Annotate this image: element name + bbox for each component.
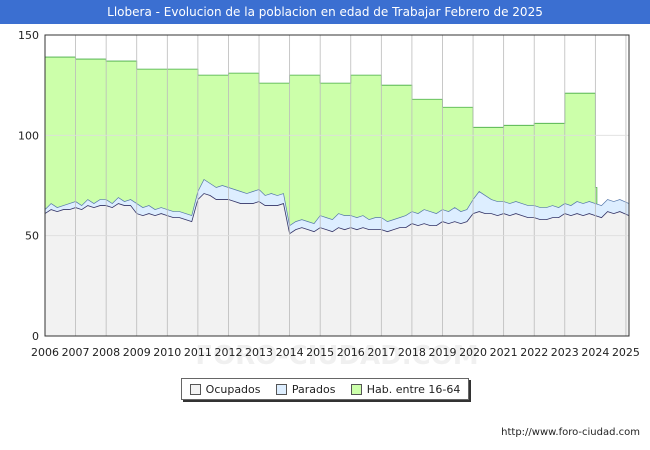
legend-label-ocupados: Ocupados	[205, 382, 261, 396]
x-tick-label-2012: 2012	[214, 346, 242, 359]
x-tick-label-2018: 2018	[398, 346, 426, 359]
line-parados	[44, 178, 630, 227]
x-tick-label-2008: 2008	[92, 346, 120, 359]
legend-swatch-parados	[275, 383, 287, 395]
x-tick-label-2021: 2021	[490, 346, 518, 359]
x-tick-label-2020: 2020	[459, 346, 487, 359]
legend-swatch-habitantes	[350, 383, 362, 395]
area-ocupados	[45, 193, 629, 336]
x-tick-label-2023: 2023	[551, 346, 579, 359]
chart-legend: Ocupados Parados Hab. entre 16-64	[181, 378, 469, 400]
y-tick-label-50: 50	[25, 230, 39, 243]
x-tick-label-2022: 2022	[520, 346, 548, 359]
y-tick-label-100: 100	[18, 129, 39, 142]
legend-swatch-ocupados	[189, 383, 201, 395]
watermark: FORO-CIUDAD.COM	[195, 341, 478, 371]
x-tick-label-2009: 2009	[123, 346, 151, 359]
source-url[interactable]: http://www.foro-ciudad.com	[501, 427, 640, 438]
chart-title: Llobera - Evolucion de la poblacion en e…	[0, 0, 650, 24]
legend-item-parados: Parados	[275, 382, 336, 396]
x-tick-label-2015: 2015	[306, 346, 334, 359]
y-tick-label-150: 150	[18, 29, 39, 42]
legend-item-ocupados: Ocupados	[189, 382, 261, 396]
x-tick-label-2010: 2010	[153, 346, 181, 359]
legend-item-habitantes: Hab. entre 16-64	[350, 382, 461, 396]
x-tick-label-2024: 2024	[581, 346, 609, 359]
x-tick-label-2016: 2016	[337, 346, 365, 359]
x-tick-label-2011: 2011	[184, 346, 212, 359]
x-tick-label-2017: 2017	[367, 346, 395, 359]
x-tick-label-2007: 2007	[62, 346, 90, 359]
x-tick-label-2013: 2013	[245, 346, 273, 359]
line-ocupados	[44, 193, 630, 235]
x-tick-label-2006: 2006	[31, 346, 59, 359]
legend-label-habitantes: Hab. entre 16-64	[366, 382, 461, 396]
plot-frame	[44, 34, 630, 337]
x-tick-label-2025: 2025	[612, 346, 640, 359]
legend-label-parados: Parados	[291, 382, 336, 396]
population-chart: FORO-CIUDAD.COM 0 50 100 150 2006 2007 2008 2009…	[18, 29, 640, 371]
x-tick-label-2014: 2014	[276, 346, 304, 359]
y-tick-label-0: 0	[32, 330, 39, 343]
x-tick-label-2019: 2019	[428, 346, 456, 359]
